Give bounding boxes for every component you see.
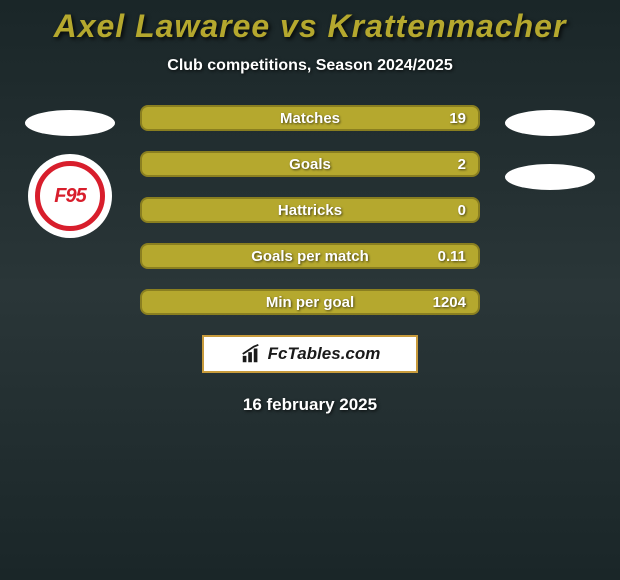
- stat-label: Goals: [289, 156, 331, 173]
- club-logo-text: F95: [54, 185, 85, 208]
- stats-column: Matches 19 Goals 2 Hattricks 0 Goals per…: [140, 105, 480, 315]
- stat-bar-goals-per-match: Goals per match 0.11: [140, 243, 480, 269]
- stat-label: Min per goal: [266, 294, 354, 311]
- stat-value: 0: [458, 202, 466, 219]
- chart-icon: [240, 343, 262, 365]
- stat-label: Hattricks: [278, 202, 342, 219]
- stat-bar-matches: Matches 19: [140, 105, 480, 131]
- page-title: Axel Lawaree vs Krattenmacher: [0, 8, 620, 45]
- stat-value: 0.11: [438, 248, 466, 265]
- content-row: F95 Matches 19 Goals 2 Hattricks 0 Goals…: [0, 105, 620, 315]
- footer-brand-text: FcTables.com: [268, 344, 381, 364]
- right-avatar-column: [500, 105, 600, 190]
- stat-label: Goals per match: [251, 248, 369, 265]
- infographic-container: Axel Lawaree vs Krattenmacher Club compe…: [0, 0, 620, 423]
- stat-value: 19: [449, 110, 466, 127]
- player1-avatar-placeholder: [25, 110, 115, 136]
- stat-bar-hattricks: Hattricks 0: [140, 197, 480, 223]
- left-avatar-column: F95: [20, 105, 120, 238]
- stat-value: 2: [458, 156, 466, 173]
- player1-club-logo: F95: [28, 154, 112, 238]
- stat-label: Matches: [280, 110, 340, 127]
- date-label: 16 february 2025: [0, 395, 620, 415]
- player2-club-placeholder: [505, 164, 595, 190]
- stat-value: 1204: [433, 294, 466, 311]
- club-logo-inner: F95: [35, 161, 105, 231]
- footer-brand-logo: FcTables.com: [202, 335, 418, 373]
- subtitle: Club competitions, Season 2024/2025: [0, 57, 620, 75]
- stat-bar-goals: Goals 2: [140, 151, 480, 177]
- player2-avatar-placeholder: [505, 110, 595, 136]
- stat-bar-min-per-goal: Min per goal 1204: [140, 289, 480, 315]
